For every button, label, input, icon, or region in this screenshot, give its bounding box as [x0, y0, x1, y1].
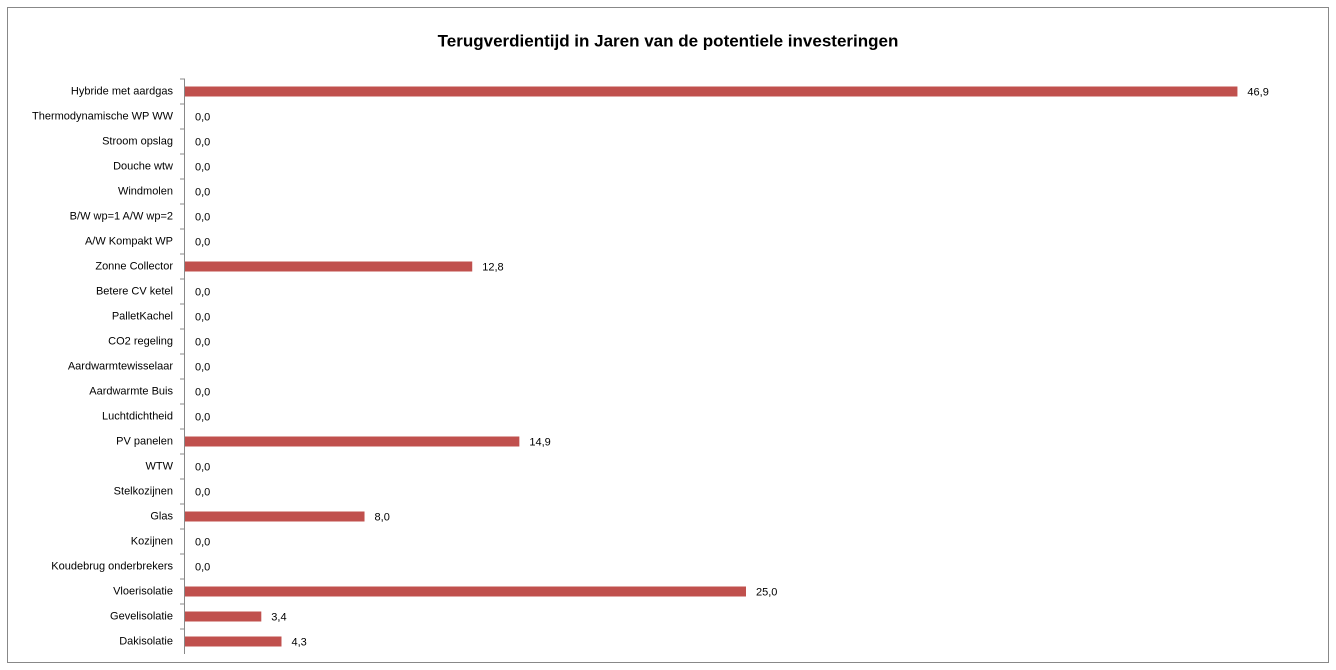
- y-tick-label: Thermodynamische WP WW: [32, 110, 174, 122]
- data-label: 8,0: [375, 511, 390, 523]
- data-label: 3,4: [271, 611, 286, 623]
- chart-frame: [7, 7, 1329, 663]
- y-tick-label: PalletKachel: [112, 310, 173, 322]
- bar: [185, 636, 282, 647]
- y-tick-label: Stelkozijnen: [114, 485, 173, 497]
- data-label: 46,9: [1247, 86, 1268, 98]
- y-tick-label: Hybride met aardgas: [71, 85, 174, 97]
- y-tick-label: Gevelisolatie: [110, 610, 173, 622]
- y-tick-label: Stroom opslag: [102, 135, 173, 147]
- y-tick-label: Aardwarmtewisselaar: [68, 360, 173, 372]
- y-tick-label: Betere CV ketel: [96, 285, 173, 297]
- bar: [185, 511, 365, 522]
- y-tick-label: Vloerisolatie: [113, 585, 173, 597]
- data-label: 12,8: [482, 261, 503, 273]
- y-tick-label: CO2 regeling: [108, 335, 173, 347]
- bar: [185, 611, 262, 622]
- data-label: 0,0: [195, 111, 210, 123]
- data-label: 0,0: [195, 211, 210, 223]
- data-label: 0,0: [195, 536, 210, 548]
- y-tick-label: Zonne Collector: [95, 260, 173, 272]
- data-label: 0,0: [195, 236, 210, 248]
- y-tick-label: Koudebrug onderbrekers: [51, 560, 173, 572]
- bar: [185, 261, 473, 272]
- data-label: 0,0: [195, 336, 210, 348]
- y-tick-label: B/W wp=1 A/W wp=2: [70, 210, 173, 222]
- chart-title: Terugverdientijd in Jaren van de potenti…: [438, 31, 899, 50]
- y-tick-label: Kozijnen: [131, 535, 173, 547]
- y-tick-label: A/W Kompakt WP: [85, 235, 173, 247]
- data-label: 0,0: [195, 186, 210, 198]
- data-label: 0,0: [195, 461, 210, 473]
- y-tick-label: Douche wtw: [113, 160, 173, 172]
- data-label: 25,0: [756, 586, 777, 598]
- y-tick-label: PV panelen: [116, 435, 173, 447]
- y-tick-label: WTW: [146, 460, 174, 472]
- bar: [185, 86, 1238, 97]
- y-tick-label: Luchtdichtheid: [102, 410, 173, 422]
- data-label: 0,0: [195, 136, 210, 148]
- y-tick-label: Aardwarmte Buis: [89, 385, 173, 397]
- bar: [185, 586, 746, 597]
- data-label: 0,0: [195, 286, 210, 298]
- y-tick-label: Glas: [150, 510, 173, 522]
- data-label: 0,0: [195, 386, 210, 398]
- data-label: 0,0: [195, 561, 210, 573]
- data-label: 0,0: [195, 311, 210, 323]
- bar: [185, 436, 520, 447]
- data-label: 0,0: [195, 486, 210, 498]
- data-label: 14,9: [529, 436, 550, 448]
- data-label: 4,3: [291, 636, 306, 648]
- y-tick-label: Windmolen: [118, 185, 173, 197]
- data-label: 0,0: [195, 161, 210, 173]
- data-label: 0,0: [195, 411, 210, 423]
- y-tick-label: Dakisolatie: [119, 635, 173, 647]
- data-label: 0,0: [195, 361, 210, 373]
